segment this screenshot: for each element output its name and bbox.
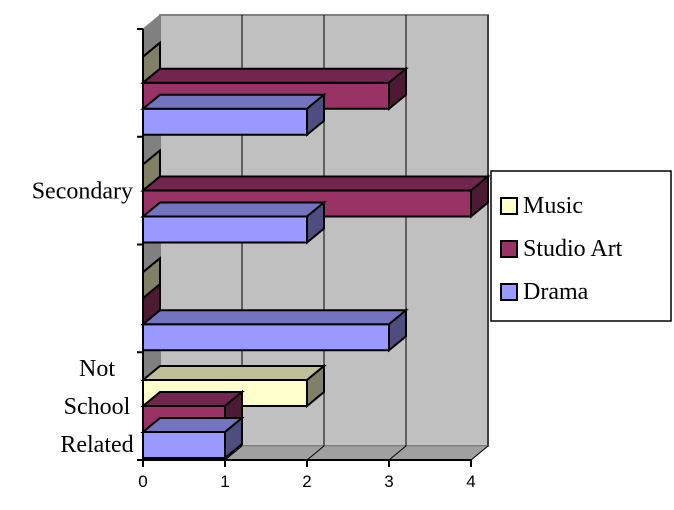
x-tick-label: 1	[220, 472, 229, 491]
gridline-floor	[306, 445, 325, 461]
category-label: School	[64, 394, 131, 420]
x-tick-label: 4	[466, 472, 475, 491]
bar-top	[140, 365, 327, 381]
bar-end	[470, 174, 489, 219]
gridline-floor	[470, 445, 489, 461]
bar-front	[142, 323, 390, 352]
bar-drama	[140, 415, 245, 461]
bar-end	[388, 66, 407, 111]
bar-drama	[140, 92, 327, 137]
category-label: Related	[60, 432, 133, 458]
gridline-floor	[224, 445, 243, 461]
bar-top	[140, 309, 409, 326]
legend-label: Drama	[523, 279, 589, 305]
legend-label: Studio Art	[523, 236, 623, 262]
bar-drama	[140, 308, 409, 353]
bar-front	[142, 215, 308, 244]
bar-top	[140, 175, 491, 192]
bar-front	[142, 107, 308, 136]
bar-front	[142, 431, 226, 459]
bar-end	[306, 92, 325, 137]
bar-top	[140, 93, 327, 110]
legend-swatch	[500, 240, 518, 258]
bar-top	[140, 67, 409, 84]
x-tick-label: 2	[302, 472, 311, 491]
bar-top	[140, 201, 327, 218]
axes	[137, 28, 472, 467]
legend-swatch	[500, 197, 518, 215]
bar-end	[306, 363, 325, 409]
gridline-floor	[388, 445, 407, 461]
x-tick-label: 0	[138, 472, 147, 491]
bar-end	[224, 415, 243, 461]
bars	[140, 40, 491, 461]
legend-label: Music	[523, 193, 583, 219]
legend: Music Studio Art Drama	[490, 170, 672, 322]
legend-box	[490, 170, 672, 322]
bar-end	[306, 200, 325, 245]
labels: 0 1 2 3 4 Not School Related Secondary	[32, 179, 476, 491]
bar-drama	[140, 200, 327, 245]
x-tick-label: 3	[384, 472, 393, 491]
bar-end	[388, 308, 407, 353]
category-label: Secondary	[32, 179, 133, 205]
category-label: Not	[79, 356, 115, 382]
legend-swatch	[500, 283, 518, 301]
